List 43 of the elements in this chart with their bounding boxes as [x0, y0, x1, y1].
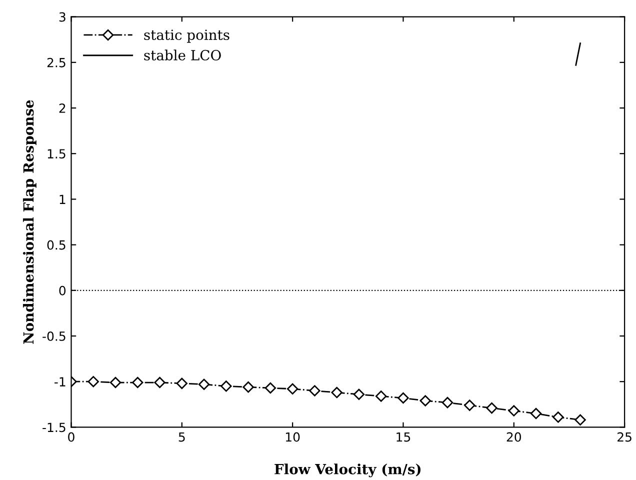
point — [242, 381, 254, 393]
point — [110, 376, 122, 388]
legend-label: stable LCO — [144, 50, 221, 60]
y-tick-label: -0.5 — [42, 331, 66, 341]
point — [442, 396, 454, 408]
y-tick-label: 1 — [60, 194, 66, 204]
point — [154, 376, 166, 388]
legend-label: static points — [144, 30, 230, 43]
point — [176, 378, 188, 390]
point — [309, 385, 320, 396]
point — [420, 395, 431, 406]
point — [331, 386, 342, 398]
y-tick-label: -1.5 — [42, 422, 66, 432]
point — [398, 392, 409, 404]
point — [88, 376, 99, 388]
x-tick-label: 10 — [286, 432, 300, 442]
point — [464, 400, 476, 411]
point — [552, 412, 564, 423]
point — [220, 380, 232, 392]
point — [198, 378, 210, 390]
point — [264, 382, 276, 394]
point — [508, 405, 520, 416]
y-tick-label: 0.5 — [47, 240, 66, 250]
point — [132, 376, 144, 388]
point — [530, 408, 542, 420]
y-tick-label: 2 — [59, 103, 66, 113]
y-tick-label: 0 — [59, 286, 66, 296]
point — [286, 383, 298, 394]
x-tick-label: 20 — [506, 432, 522, 442]
x-tick-label: 5 — [178, 432, 185, 442]
y-tick-label: 2.5 — [47, 58, 66, 68]
y-axis-title: Nondimensional Flap Response — [22, 100, 36, 344]
point — [574, 414, 586, 426]
y-tick-label: -1 — [54, 377, 66, 386]
point — [375, 390, 387, 402]
x-tick-label: 25 — [618, 432, 632, 442]
y-tick-label: 3 — [59, 12, 66, 22]
point — [353, 388, 365, 400]
x-tick-label: 0 — [68, 432, 74, 442]
point — [486, 402, 498, 414]
x-tick-label: 15 — [396, 432, 410, 442]
x-axis-title: Flow Velocity (m/s) — [274, 464, 420, 478]
y-tick-label: 1.5 — [48, 149, 66, 159]
